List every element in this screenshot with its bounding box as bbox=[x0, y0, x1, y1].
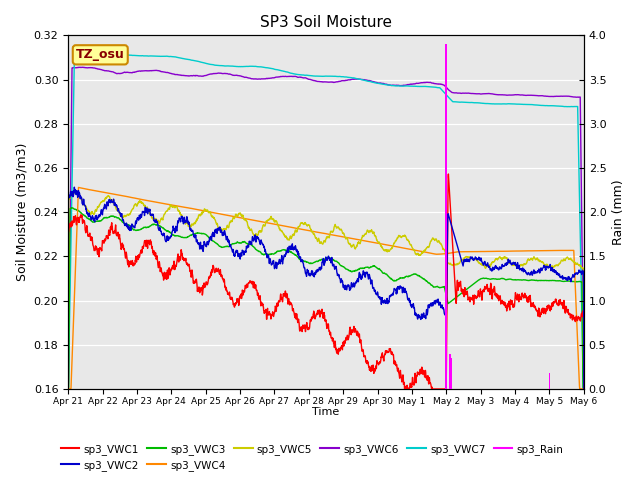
Y-axis label: Rain (mm): Rain (mm) bbox=[612, 180, 625, 245]
Bar bbox=[451, 358, 452, 389]
Bar bbox=[449, 354, 451, 389]
Bar bbox=[445, 44, 447, 389]
Title: SP3 Soil Moisture: SP3 Soil Moisture bbox=[260, 15, 392, 30]
Text: TZ_osu: TZ_osu bbox=[76, 48, 125, 61]
Bar bbox=[548, 373, 550, 389]
Legend: sp3_VWC1, sp3_VWC2, sp3_VWC3, sp3_VWC4, sp3_VWC5, sp3_VWC6, sp3_VWC7, sp3_Rain: sp3_VWC1, sp3_VWC2, sp3_VWC3, sp3_VWC4, … bbox=[56, 439, 568, 475]
Y-axis label: Soil Moisture (m3/m3): Soil Moisture (m3/m3) bbox=[15, 143, 28, 281]
X-axis label: Time: Time bbox=[312, 407, 340, 417]
